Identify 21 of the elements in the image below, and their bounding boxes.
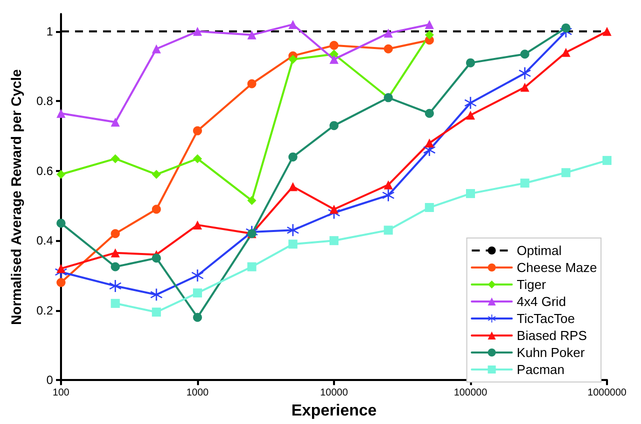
x-tick-label: 100000 bbox=[454, 388, 488, 399]
legend-label: Pacman bbox=[516, 362, 564, 377]
x-tick-label: 10000 bbox=[320, 388, 348, 399]
legend-label: TicTacToe bbox=[516, 311, 575, 326]
y-tick-label: 0.8 bbox=[36, 94, 54, 108]
x-tick-label: 100 bbox=[52, 388, 70, 399]
y-tick-label: 0.4 bbox=[36, 234, 54, 248]
y-tick-label: 0.2 bbox=[36, 303, 54, 318]
y-tick-label: 0 bbox=[46, 373, 54, 388]
y-tick-label: 1 bbox=[46, 24, 54, 38]
y-tick-label: 0.6 bbox=[36, 164, 54, 178]
legend-label: Optimal bbox=[516, 243, 562, 258]
x-tick-label: 1000000 bbox=[588, 388, 627, 399]
legend-label: 4x4 Grid bbox=[516, 294, 566, 309]
legend-label: Kuhn Poker bbox=[516, 345, 586, 360]
y-axis-title: Normalised Average Reward per Cycle bbox=[8, 68, 24, 325]
x-axis-title: Experience bbox=[291, 402, 377, 420]
x-tick-label: 1000 bbox=[186, 388, 210, 399]
legend-label: Biased RPS bbox=[516, 328, 588, 343]
legend-label: Cheese Maze bbox=[516, 260, 598, 275]
legend-label: Tiger bbox=[516, 277, 547, 292]
